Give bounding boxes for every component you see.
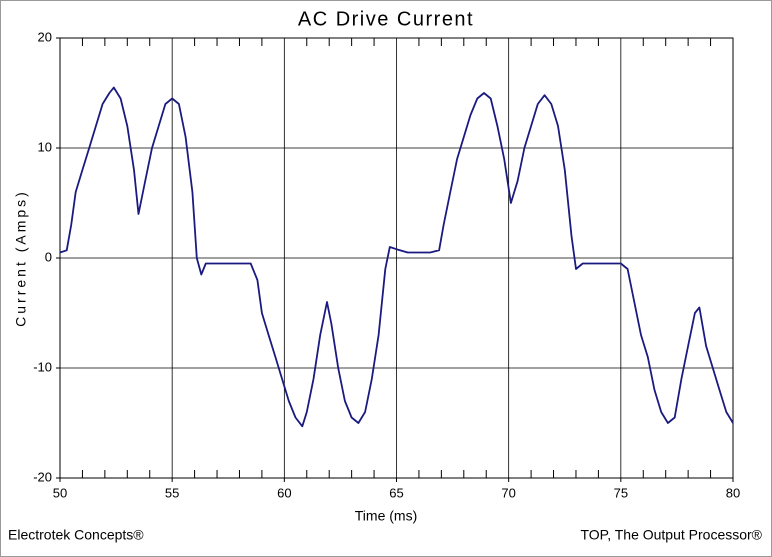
data-line: [59, 86, 734, 428]
y-tick-label: 10: [38, 139, 52, 154]
x-tick-label: 65: [389, 485, 403, 500]
x-tick-label: 55: [165, 485, 179, 500]
y-tick-label: -20: [33, 469, 52, 484]
x-tick-label: 75: [614, 485, 628, 500]
y-tick-label: 0: [45, 249, 52, 264]
plot-border: [59, 37, 734, 479]
y-axis-label: Current (Amps): [13, 189, 29, 327]
x-tick-label: 70: [501, 485, 515, 500]
x-tick-label: 80: [726, 485, 740, 500]
y-tick-label: 20: [38, 29, 52, 44]
chart-title: AC Drive Current: [298, 8, 474, 30]
x-tick-label: 50: [53, 485, 67, 500]
y-tick-label: -10: [33, 359, 52, 374]
x-axis-label: Time (ms): [355, 508, 417, 524]
footer-left: Electrotek Concepts®: [8, 527, 144, 543]
footer-right: TOP, The Output Processor®: [580, 527, 762, 543]
x-tick-label: 60: [277, 485, 291, 500]
